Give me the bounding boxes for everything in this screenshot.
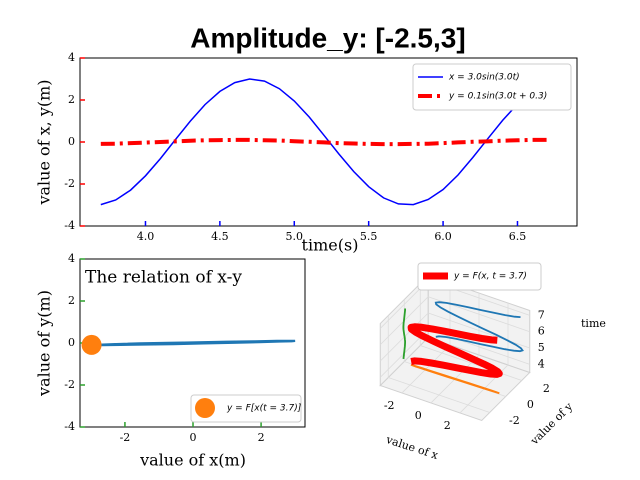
marker — [81, 334, 102, 355]
projection-line — [402, 308, 406, 359]
z-tick-label: 6 — [538, 325, 545, 338]
legend-label: y = 0.1sin(3.0t + 0.3) — [448, 92, 547, 102]
grid-line — [420, 345, 522, 381]
x-tick-label: 0 — [190, 431, 197, 444]
y-tick-label: 0 — [68, 135, 75, 148]
x-tick-label: 0 — [415, 409, 422, 422]
y-tick-label: 4 — [68, 51, 75, 64]
y-tick-label: -4 — [64, 219, 75, 232]
x-tick-label: 2 — [258, 431, 265, 444]
legend-label: y = F[x(t = 3.7)] — [226, 404, 302, 414]
legend-box — [412, 63, 572, 111]
y-axis-label: value of y(m) — [35, 290, 54, 397]
chart-title: Amplitude_y: [-2.5,3] — [190, 22, 465, 53]
x-tick-label: 5.5 — [360, 230, 378, 243]
y-tick-label: 2 — [68, 93, 75, 106]
x-tick-label: 5.0 — [286, 230, 304, 243]
x-axis-label: value of x(m) — [139, 451, 246, 470]
y-tick-label: -2 — [64, 177, 75, 190]
x-tick-label: 2 — [444, 419, 451, 432]
z-axis-label: time — [581, 317, 606, 330]
legend-box — [417, 262, 542, 291]
y-tick-label: -4 — [64, 420, 75, 433]
legend-label: x = 3.0sin(3.0t) — [448, 73, 520, 83]
y-tick-label: 4 — [68, 252, 75, 265]
y-axis-label: value of x, y(m) — [35, 79, 54, 205]
y-tick-label: 2 — [543, 382, 550, 395]
x-tick-label: 4.0 — [137, 230, 155, 243]
x-axis-label: time(s) — [302, 236, 359, 255]
legend-box — [190, 394, 302, 423]
y-tick-label: 2 — [68, 294, 75, 307]
z-tick-label: 7 — [538, 308, 545, 321]
legend-label: y = F(x, t = 3.7) — [453, 272, 527, 282]
y-tick-label: 0 — [527, 398, 534, 411]
grid-line — [428, 328, 530, 365]
z-tick-label: 4 — [538, 357, 545, 370]
line — [407, 323, 503, 378]
projection-line — [434, 301, 524, 353]
y-tick-label: -2 — [509, 414, 520, 427]
z-tick-label: 5 — [538, 341, 545, 354]
grid-line — [388, 377, 490, 413]
x-tick-label: 6.5 — [509, 230, 527, 243]
legend-marker — [195, 398, 215, 418]
y-tick-label: 0 — [68, 336, 75, 349]
x-tick-label: -2 — [120, 431, 131, 444]
grid-line — [428, 312, 530, 349]
x-tick-label: 4.5 — [211, 230, 229, 243]
annotation: The relation of x-y — [85, 268, 242, 288]
x-tick-label: 6.0 — [434, 230, 452, 243]
line — [91, 339, 296, 347]
y-tick-label: -2 — [64, 378, 75, 391]
projection-line — [410, 363, 500, 395]
line — [100, 137, 548, 147]
x-tick-label: -2 — [384, 399, 395, 412]
